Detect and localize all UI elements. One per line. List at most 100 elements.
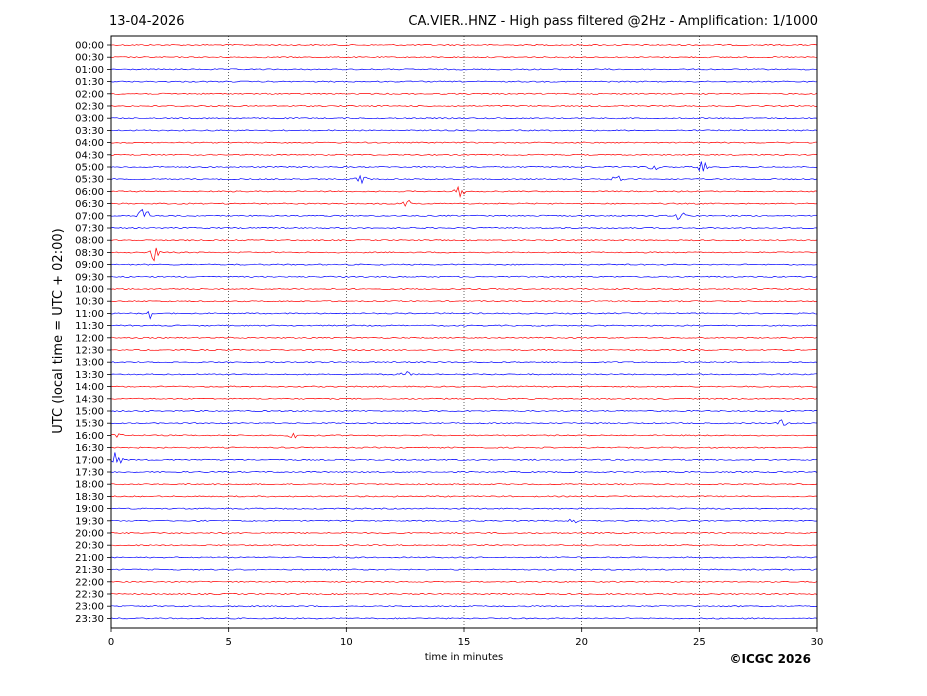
trace-row (111, 532, 818, 535)
y-tick-label: 03:00 (75, 114, 104, 125)
copyright-label: ©ICGC 2026 (729, 652, 811, 666)
y-tick-label: 21:00 (75, 553, 104, 564)
y-tick-label: 09:00 (75, 260, 104, 271)
y-tick-label: 04:00 (75, 138, 104, 149)
trace-row (110, 208, 818, 221)
y-tick-label: 23:00 (75, 602, 104, 613)
trace-row (110, 300, 818, 303)
y-tick-label: 22:30 (75, 590, 104, 601)
y-tick-label: 19:00 (75, 504, 104, 515)
trace-row (110, 592, 818, 596)
y-tick-label: 15:00 (75, 407, 104, 418)
trace-row (111, 446, 818, 449)
trace-row (110, 617, 818, 620)
y-tick-label: 22:00 (75, 577, 104, 588)
trace-row (110, 287, 818, 290)
y-tick-label: 17:30 (75, 468, 104, 479)
y-tick-label: 20:00 (75, 529, 104, 540)
trace-row (110, 239, 818, 242)
y-tick-label: 13:30 (75, 370, 104, 381)
x-tick-label: 25 (693, 637, 706, 648)
trace-row (110, 161, 818, 172)
trace-row (110, 44, 818, 46)
y-tick-label: 10:30 (75, 297, 104, 308)
trace-row (110, 556, 817, 559)
trace-layer (110, 44, 818, 620)
y-tick-label: 09:30 (75, 272, 104, 283)
trace-row (111, 419, 818, 426)
trace-row (110, 117, 818, 120)
date-label: 13-04-2026 (109, 14, 185, 29)
y-tick-label: 10:00 (75, 285, 104, 296)
trace-row (110, 153, 818, 156)
y-tick-label: 21:30 (75, 565, 104, 576)
trace-row (110, 483, 818, 486)
y-tick-label: 04:30 (75, 150, 104, 161)
y-tick-label: 08:30 (75, 248, 104, 259)
trace-row (110, 174, 818, 185)
trace-row (110, 185, 818, 198)
trace-row (110, 518, 818, 524)
y-tick-label: 02:00 (75, 89, 104, 100)
plot-frame (110, 35, 818, 629)
trace-row (110, 397, 818, 400)
trace-row (110, 227, 818, 229)
y-tick-label: 02:30 (75, 102, 104, 113)
y-tick-label: 05:00 (75, 163, 104, 174)
trace-row (110, 580, 818, 583)
trace-row (110, 56, 818, 59)
trace-row (110, 336, 818, 339)
x-axis-ticks: 0 5 10 15 20 25 30 (108, 628, 823, 648)
trace-row (110, 361, 818, 364)
y-tick-label: 14:30 (75, 394, 104, 405)
y-tick-label: 16:00 (75, 431, 104, 442)
y-tick-label: 07:00 (75, 211, 104, 222)
chart-title: CA.VIER..HNZ - High pass filtered @2Hz -… (408, 14, 818, 29)
y-tick-label: 06:30 (75, 199, 104, 210)
y-tick-label: 15:30 (75, 419, 104, 430)
trace-row (110, 432, 818, 439)
y-tick-label: 08:00 (75, 236, 104, 247)
trace-row (110, 68, 818, 71)
trace-row (110, 348, 818, 351)
trace-row (110, 568, 818, 571)
trace-row (111, 544, 818, 547)
trace-row (110, 129, 818, 132)
trace-row (110, 471, 818, 473)
trace-row (110, 310, 818, 320)
trace-row (110, 385, 818, 388)
x-tick-label: 15 (458, 637, 471, 648)
y-tick-label: 00:30 (75, 53, 104, 64)
trace-row (110, 452, 818, 464)
y-tick-label: 20:30 (75, 541, 104, 552)
trace-row (110, 324, 818, 327)
y-tick-label: 12:30 (75, 346, 104, 357)
y-tick-label: 05:30 (75, 175, 104, 186)
y-tick-label: 13:00 (75, 358, 104, 369)
y-tick-label: 11:00 (75, 309, 104, 320)
y-tick-label: 07:30 (75, 224, 104, 235)
x-tick-label: 5 (225, 637, 231, 648)
y-tick-label: 01:00 (75, 65, 104, 76)
y-tick-label: 23:30 (75, 614, 104, 625)
y-tick-label: 11:30 (75, 321, 104, 332)
trace-row (110, 507, 817, 510)
trace-row (110, 495, 817, 498)
y-tick-label: 18:30 (75, 492, 104, 503)
y-tick-label: 00:00 (75, 41, 104, 52)
trace-row (110, 371, 817, 376)
vertical-grid (228, 36, 700, 628)
trace-row (110, 80, 817, 83)
y-tick-label: 18:00 (75, 480, 104, 491)
y-tick-label: 01:30 (75, 77, 104, 88)
trace-row (110, 105, 818, 107)
x-tick-label: 20 (575, 637, 588, 648)
y-tick-label: 17:00 (75, 455, 104, 466)
trace-row (110, 263, 818, 266)
y-tick-label: 16:30 (75, 443, 104, 454)
x-axis-label: time in minutes (425, 652, 504, 663)
y-axis-label: UTC (local time = UTC + 02:00) (51, 228, 66, 433)
trace-row (111, 605, 818, 608)
